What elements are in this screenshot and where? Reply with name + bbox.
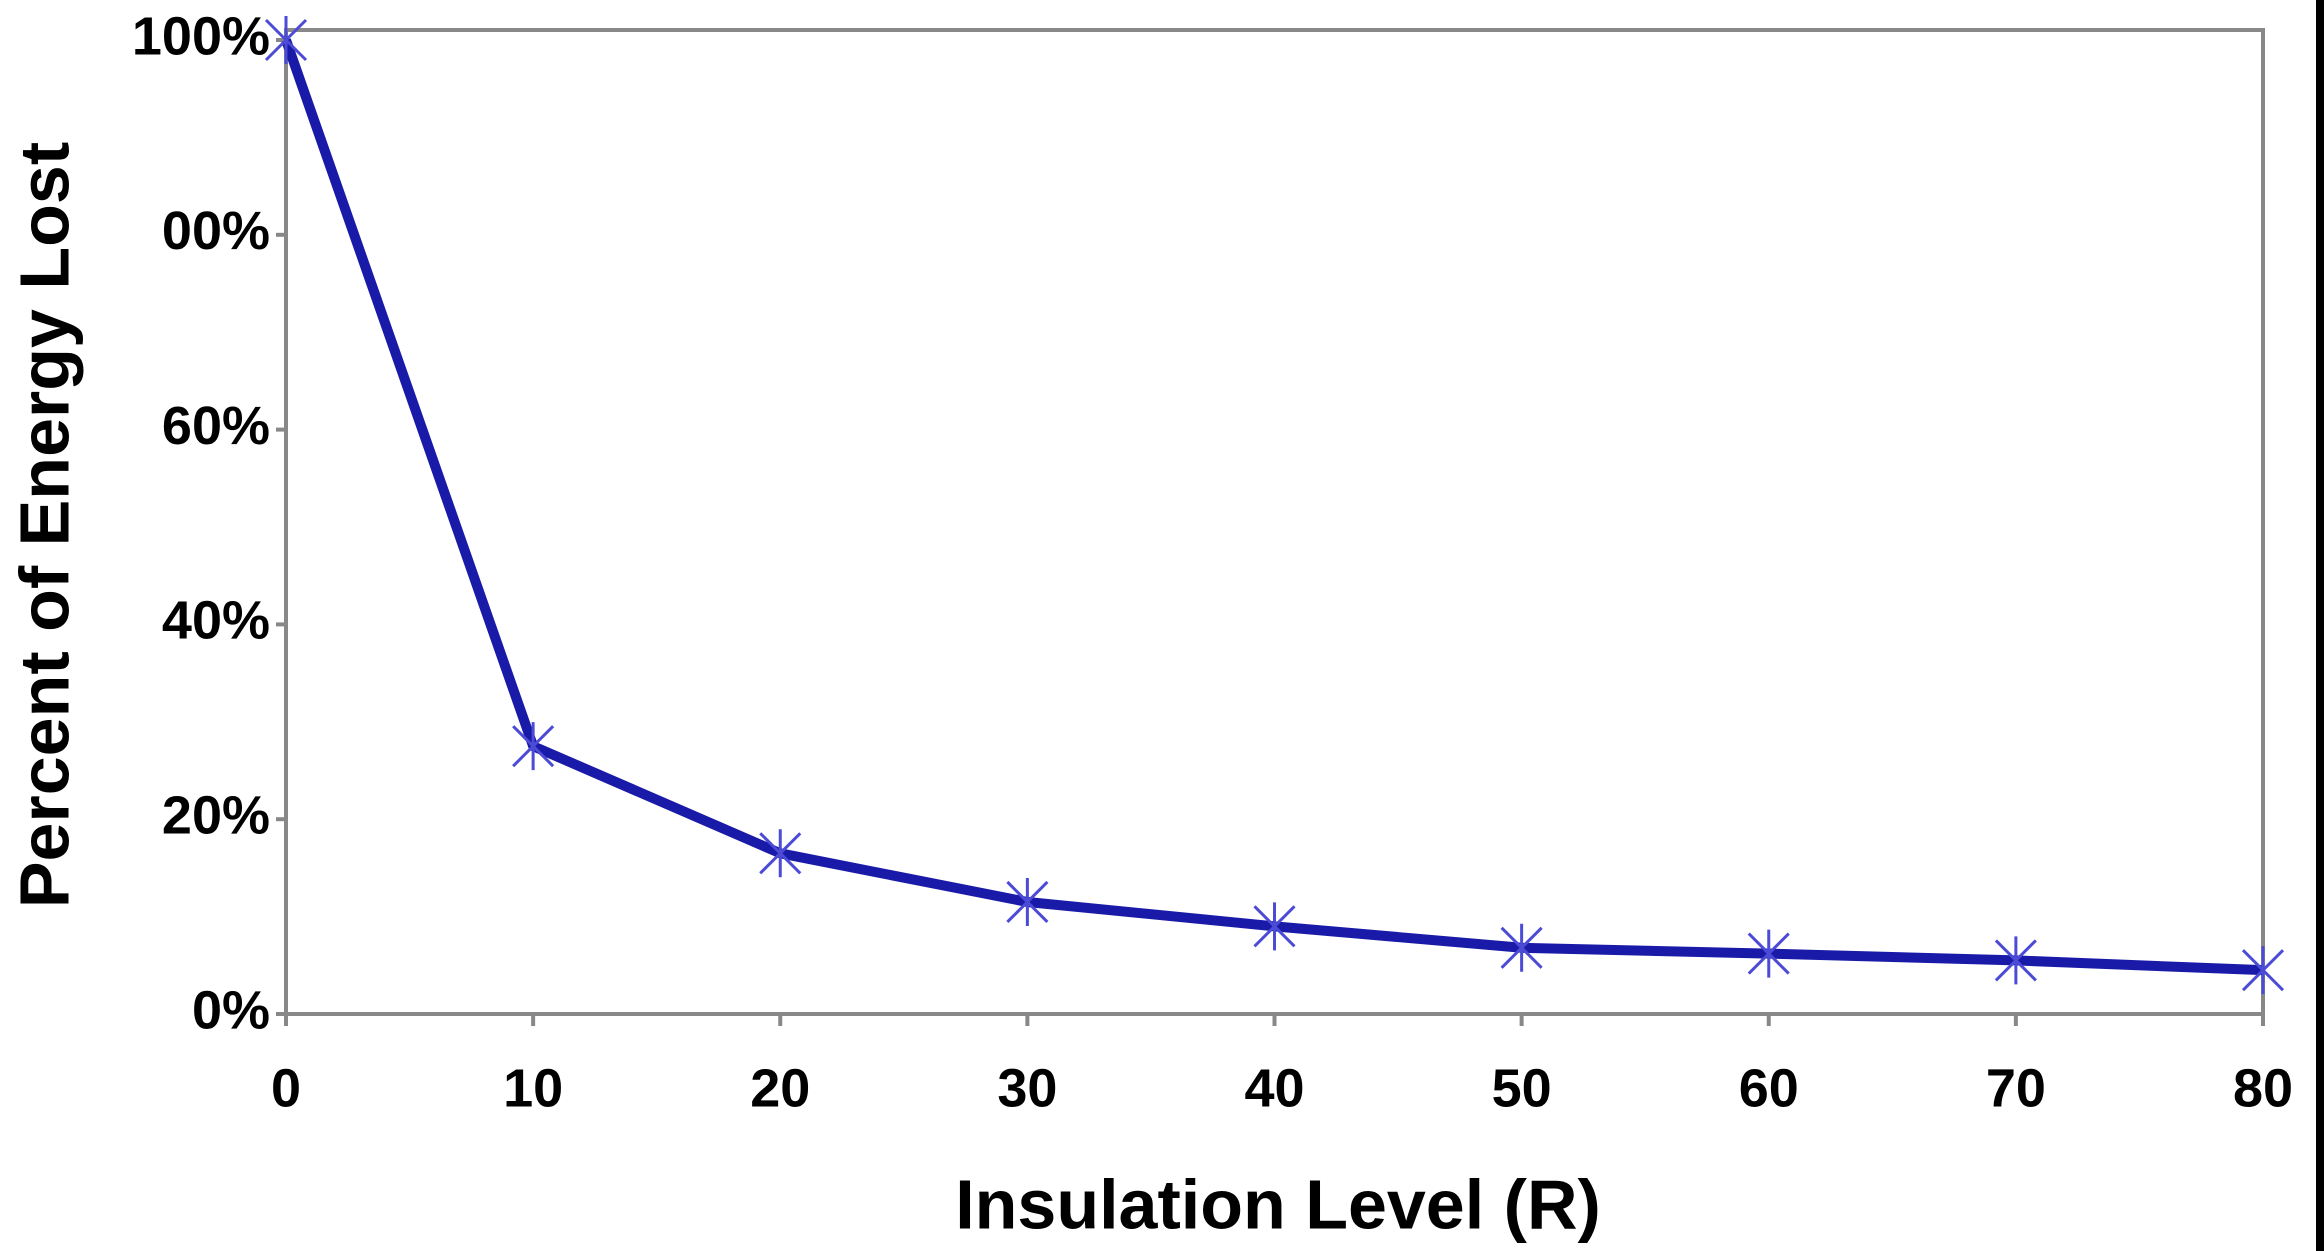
marker (1994, 936, 2037, 985)
marker (1006, 877, 1049, 926)
y-tick-label: 40% (162, 591, 270, 651)
marker (512, 722, 555, 771)
marker (1747, 929, 1790, 978)
x-tick-label: 60 (1739, 1058, 1799, 1118)
x-tick-label: 70 (1986, 1058, 2046, 1118)
y-axis-title: Percent of Energy Lost (5, 142, 83, 908)
x-tick-label: 30 (997, 1058, 1057, 1118)
y-tick-label: 60% (162, 396, 270, 456)
x-tick-label: 20 (750, 1058, 810, 1118)
y-tick-label: 0% (192, 980, 270, 1040)
series-line (281, 38, 2264, 976)
edge-strip (2316, 0, 2324, 1251)
plot-frame (284, 28, 2265, 1016)
marker (759, 829, 802, 878)
x-tick-label: 10 (503, 1058, 563, 1118)
x-axis-title: Insulation Level (R) (955, 1165, 1601, 1243)
marker (2241, 946, 2285, 995)
y-tick-label: 100% (132, 6, 270, 66)
x-tick-label: 0 (271, 1058, 301, 1118)
x-tick-label: 40 (1244, 1058, 1304, 1118)
marker (1500, 923, 1543, 972)
marker (264, 16, 308, 64)
y-tick-label: 00% (162, 201, 270, 261)
y-tick-label: 20% (162, 785, 270, 845)
x-tick-label: 80 (2233, 1058, 2293, 1118)
x-tick-label: 50 (1492, 1058, 1552, 1118)
marker (1253, 902, 1296, 951)
